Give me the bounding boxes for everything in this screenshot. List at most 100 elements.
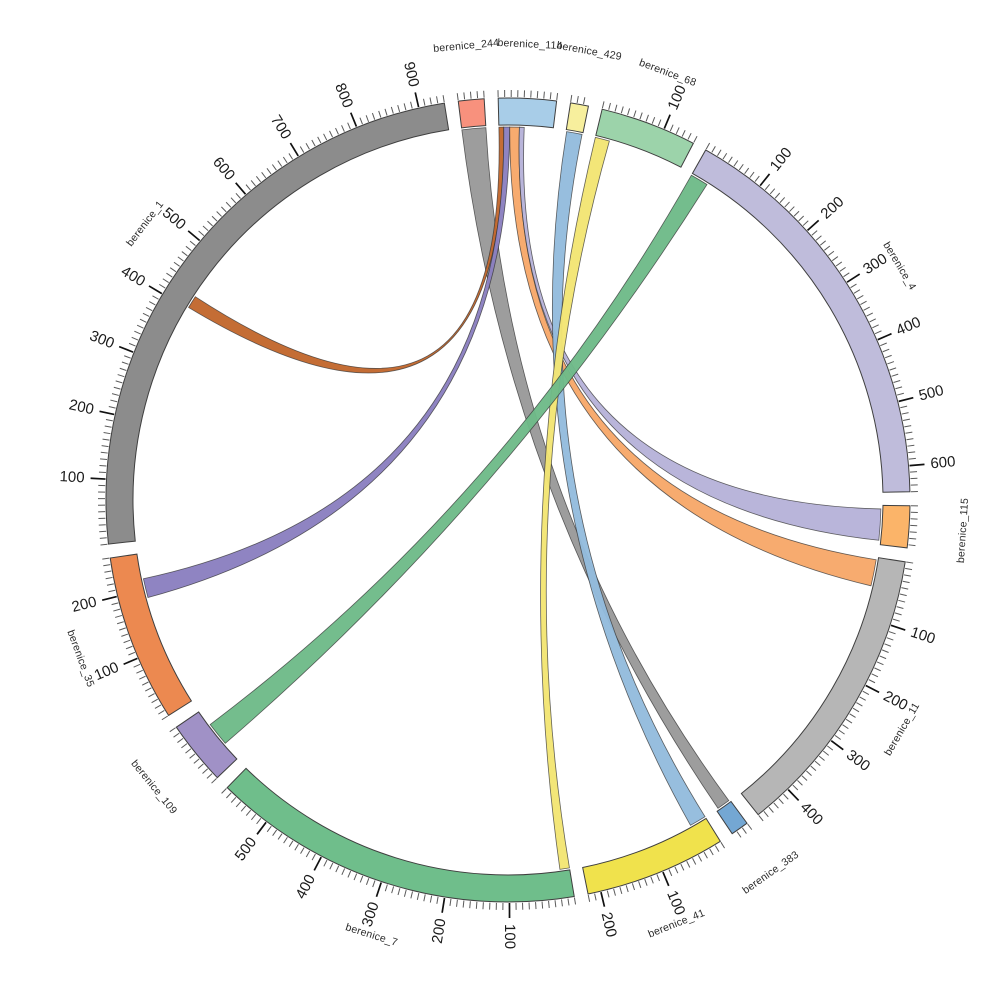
tick-minor-berenice_35 [104, 570, 112, 573]
tick-minor-berenice_4 [889, 367, 897, 371]
tick-minor-berenice_1 [119, 367, 127, 371]
tick-minor-berenice_1 [442, 95, 445, 103]
tick-minor-berenice_1 [436, 96, 439, 104]
tick-minor-berenice_68 [639, 112, 643, 120]
tick-minor-berenice_7 [561, 899, 563, 907]
tick-minor-berenice_7 [300, 847, 305, 854]
tick-minor-berenice_11 [814, 760, 821, 767]
tick-minor-berenice_4 [738, 163, 744, 171]
chord-berenice_244-to-berenice_383 [461, 127, 730, 809]
tick-minor-berenice_383 [741, 827, 747, 834]
tick-minor-berenice_11 [879, 655, 887, 660]
tick-minor-berenice_7 [359, 875, 364, 883]
tick-minor-berenice_1 [139, 318, 147, 323]
axis-tick-label-berenice_1-700: 700 [267, 112, 295, 142]
tick-minor-berenice_1 [152, 295, 159, 300]
tick-minor-berenice_11 [871, 673, 879, 678]
tick-minor-berenice_1 [142, 312, 150, 317]
tick-minor-berenice_1 [99, 530, 107, 533]
tick-minor-berenice_11 [806, 770, 812, 776]
tick-minor-berenice_1 [230, 197, 237, 204]
sector-label-berenice_115: berenice_115 [955, 498, 971, 564]
tick-minor-berenice_1 [429, 97, 432, 105]
tick-minor-berenice_1 [189, 240, 196, 246]
axis-tick-label-berenice_7-100: 100 [501, 924, 518, 949]
tick-minor-berenice_4 [798, 215, 805, 222]
axis-tick-label-berenice_4-100: 100 [767, 144, 796, 174]
tick-minor-berenice_429 [583, 97, 586, 105]
tick-minor-berenice_35 [158, 710, 165, 715]
tick-minor-berenice_1 [371, 112, 376, 120]
tick-minor-berenice_1 [110, 399, 118, 403]
tick-minor-berenice_4 [744, 167, 750, 175]
tick-minor-berenice_4 [789, 206, 795, 212]
tick-minor-berenice_4 [733, 160, 739, 167]
tick-minor-berenice_4 [895, 386, 903, 390]
sector-label-berenice_429: berenice_429 [556, 40, 623, 64]
tick-minor-berenice_7 [436, 896, 439, 904]
tick-minor-berenice_1 [101, 445, 109, 448]
sector-label-berenice_109: berenice_109 [128, 758, 179, 817]
tick-minor-berenice_11 [834, 735, 842, 740]
tick-minor-berenice_35 [161, 715, 169, 721]
tick-minor-berenice_11 [859, 696, 866, 701]
tick-major-berenice_4-300 [846, 273, 861, 283]
tick-minor-berenice_109 [185, 748, 192, 754]
tick-minor-berenice_35 [115, 614, 123, 618]
tick-minor-berenice_11 [842, 724, 849, 730]
tick-minor-berenice_4 [908, 457, 916, 460]
axis-tick-label-berenice_4-400: 400 [894, 314, 924, 340]
tick-minor-berenice_114 [536, 91, 539, 99]
tick-minor-berenice_7 [341, 868, 346, 876]
tick-minor-berenice_7 [245, 809, 252, 816]
tick-minor-berenice_7 [353, 873, 358, 881]
tick-minor-berenice_11 [876, 661, 884, 666]
tick-minor-berenice_1 [390, 106, 394, 114]
tick-minor-berenice_4 [869, 318, 877, 323]
tick-minor-berenice_11 [899, 593, 907, 597]
tick-minor-berenice_41 [619, 887, 623, 895]
tick-minor-berenice_68 [627, 108, 631, 116]
tick-minor-berenice_1 [145, 306, 153, 312]
tick-major-berenice_41-100 [662, 871, 670, 887]
axis-tick-label-berenice_4-500: 500 [917, 382, 945, 405]
tick-minor-berenice_109 [169, 727, 176, 733]
axis-tick-label-berenice_1-100: 100 [59, 468, 85, 486]
tick-minor-berenice_1 [99, 537, 107, 539]
tick-minor-berenice_4 [902, 418, 911, 421]
tick-major-berenice_1-300 [118, 345, 134, 353]
tick-minor-berenice_7 [548, 900, 550, 908]
tick-major-berenice_11-400 [787, 789, 800, 802]
tick-minor-berenice_4 [754, 175, 760, 182]
tick-minor-berenice_11 [902, 580, 910, 584]
tick-minor-berenice_4 [764, 184, 771, 191]
tick-major-berenice_4-400 [877, 332, 892, 341]
tick-minor-berenice_1 [115, 380, 123, 384]
tick-minor-berenice_35 [113, 608, 121, 612]
tick-minor-berenice_35 [119, 627, 126, 631]
tick-minor-berenice_1 [271, 164, 277, 171]
tick-minor-berenice_7 [416, 892, 420, 900]
tick-minor-berenice_1 [104, 425, 112, 428]
tick-major-berenice_35-100 [123, 657, 138, 666]
tick-major-berenice_7-200 [441, 897, 446, 913]
tick-minor-berenice_68 [687, 132, 692, 140]
tick-minor-berenice_4 [893, 379, 901, 383]
tick-minor-berenice_1 [202, 225, 209, 232]
tick-minor-berenice_4 [843, 272, 850, 278]
tick-minor-berenice_7 [403, 889, 407, 897]
axis-tick-label-berenice_11-300: 300 [843, 746, 873, 775]
tick-minor-berenice_114 [549, 92, 552, 100]
tick-minor-berenice_1 [100, 451, 108, 454]
tick-minor-berenice_1 [108, 406, 116, 409]
axis-tick-label-berenice_1-400: 400 [118, 263, 148, 290]
tick-major-berenice_1-400 [148, 285, 163, 295]
tick-major-berenice_4-200 [806, 219, 820, 232]
tick-minor-berenice_4 [831, 256, 839, 262]
tick-minor-berenice_4 [874, 330, 882, 335]
axis-tick-label-berenice_35-100: 100 [92, 659, 122, 684]
tick-minor-berenice_7 [554, 900, 557, 908]
tick-minor-berenice_4 [824, 245, 831, 251]
tick-minor-berenice_1 [173, 261, 180, 267]
tick-major-berenice_1-100 [90, 477, 106, 480]
